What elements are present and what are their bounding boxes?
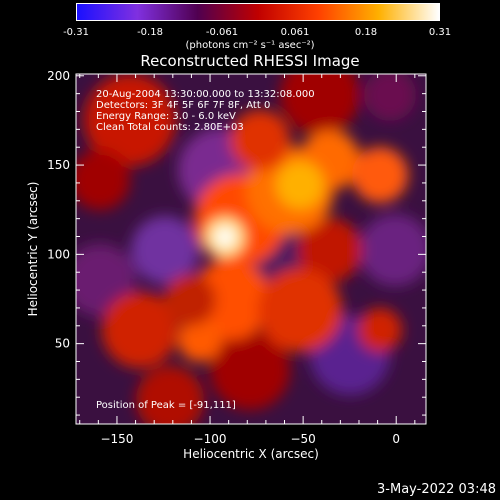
x-tick-label: −100 [194,432,227,446]
x-tick-label: −50 [290,432,315,446]
emission-blob [210,330,290,410]
chart-title: Reconstructed RHESSI Image [140,52,360,70]
y-tick-label: 100 [47,247,70,261]
emission-blob [84,74,176,166]
annotation-time-range: 20-Aug-2004 13:30:00.000 to 13:32:08.000 [96,89,315,100]
x-tick-label: −150 [100,432,133,446]
emission-blob [76,150,130,210]
emission-blob [258,268,342,352]
colorbar-units: (photons cm⁻² s⁻¹ asec⁻²) [185,40,315,51]
annotation-detectors: Detectors: 3F 4F 5F 6F 7F 8F, Att 0 [96,100,270,111]
annotation-energy-range: Energy Range: 3.0 - 6.0 keV [96,111,236,122]
emission-blob [164,274,216,326]
x-axis-label: Heliocentric X (arcsec) [183,447,319,461]
colorbar-tick-label: 0.18 [354,27,378,38]
colorbar [76,3,440,21]
emission-blob [359,214,426,286]
emission-blob [298,218,362,282]
emission-blob [215,227,235,247]
plot-border [75,73,427,425]
emission-blob [178,318,222,362]
colorbar-tick-label: -0.18 [137,27,163,38]
plot-frame [75,73,427,425]
emission-blob [230,110,290,170]
emission-blob [190,260,270,340]
colorbar-tick-label: 0.061 [280,27,310,38]
emission-blob [131,216,199,284]
emission-blob [102,292,178,368]
emission-blob [136,366,204,424]
y-tick-label: 150 [47,158,70,172]
annotation-counts: Clean Total counts: 2.80E+03 [96,122,244,133]
emission-blob [280,74,360,135]
emission-blob [364,74,416,121]
annotation-peak-position: Position of Peak = [-91,111] [96,400,236,411]
colorbar-tick-label: -0.061 [205,27,239,38]
colorbar-tick-label: -0.31 [63,27,89,38]
y-tick-label: 50 [55,337,70,351]
colorbar-gradient [76,3,440,21]
emission-blob [352,147,408,203]
emission-blob [358,308,402,352]
timestamp: 3-May-2022 03:48 [377,482,496,497]
x-tick-label: 0 [392,432,400,446]
emission-map [76,74,426,424]
colorbar-tick-label: 0.31 [428,27,452,38]
y-axis-label: Heliocentric Y (arcsec) [26,182,40,317]
y-tick-label: 200 [47,69,70,83]
emission-blob [276,161,324,209]
